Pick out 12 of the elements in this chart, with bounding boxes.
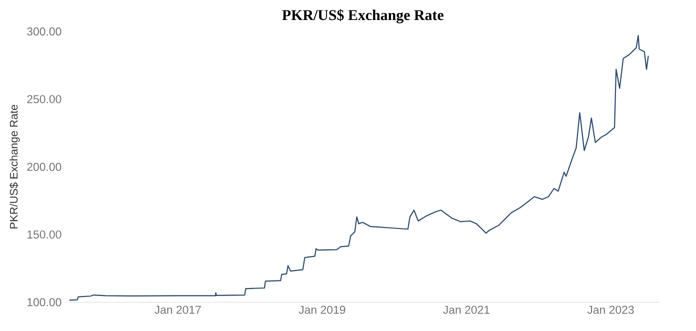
y-tick-label: 250.00 <box>27 95 62 104</box>
chart-title: PKR/US$ Exchange Rate <box>282 9 444 24</box>
x-tick-label: Jan 2023 <box>587 306 634 314</box>
y-tick-label: 100.00 <box>28 298 62 306</box>
x-tick-label: Jan 2019 <box>298 306 346 314</box>
x-tick-label: Jan 2017 <box>154 306 201 314</box>
x-tick-label: Jan 2021 <box>443 306 490 314</box>
y-tick-label: 150.00 <box>28 230 62 239</box>
line-series <box>68 34 649 301</box>
y-tick-label: 200.00 <box>27 162 62 171</box>
y-tick-label: 300.00 <box>27 27 62 36</box>
y-axis-title: PKR/US$ Exchange Rate <box>9 104 20 228</box>
